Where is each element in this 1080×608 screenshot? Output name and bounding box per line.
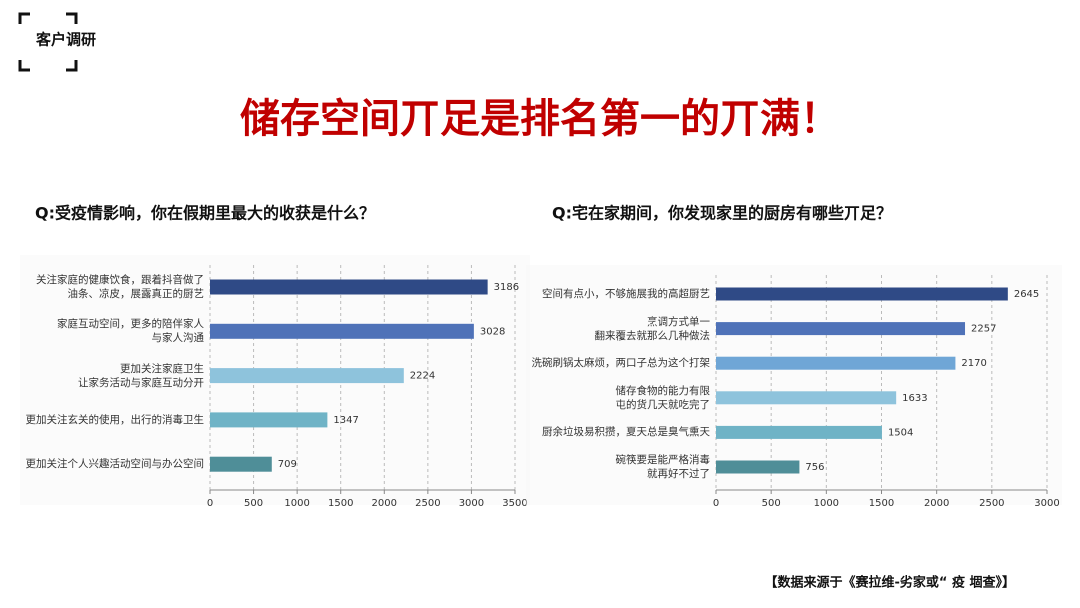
x-tick-label: 500 bbox=[244, 498, 263, 509]
value-label: 2170 bbox=[961, 358, 986, 369]
value-label: 2224 bbox=[410, 371, 435, 382]
tag: 客户调研 bbox=[35, 31, 96, 49]
bar bbox=[210, 456, 272, 472]
x-tick-label: 2000 bbox=[924, 498, 949, 509]
value-label: 709 bbox=[278, 459, 297, 470]
category-label: 家庭互动空间，更多的陪伴家人 与家人沟通 bbox=[57, 318, 204, 345]
bar bbox=[716, 391, 897, 405]
category-label: 更加关注个人兴趣活动空间与办公空间 bbox=[25, 458, 205, 471]
slide-title: 储存空间丌足是排名第一的丌满！ bbox=[240, 96, 840, 142]
category-label: 更加关注家庭卫生 让家务活动与家庭互动分开 bbox=[78, 362, 204, 389]
category-label: 洗碗刷锅太麻烦，两口子总为这个打架 bbox=[531, 357, 711, 370]
bar bbox=[716, 460, 800, 474]
x-tick-label: 1500 bbox=[328, 498, 353, 509]
value-label: 2645 bbox=[1014, 289, 1039, 300]
value-label: 3028 bbox=[480, 326, 505, 337]
bar bbox=[716, 287, 1008, 301]
category-label: 烹调方式单一 翻来覆去就那么几种做法 bbox=[594, 315, 711, 342]
bar bbox=[716, 322, 966, 336]
chart-title: Q:宅在家期间，你发现家里的厨房有哪些丌足？ bbox=[552, 204, 892, 223]
category-label: 厨余垃圾易积攒，夏天总是臭气熏天 bbox=[542, 426, 710, 439]
x-tick-label: 2500 bbox=[415, 498, 440, 509]
category-label: 更加关注玄关的使用，出行的消毒卫生 bbox=[25, 413, 205, 426]
value-label: 1504 bbox=[888, 427, 913, 438]
chart-title: Q:受疫情影响，你在假期里最大的收获是什么？ bbox=[35, 204, 375, 223]
category-label: 储存食物的能力有限 屯的货几天就吃完了 bbox=[615, 384, 711, 411]
x-tick-label: 3000 bbox=[459, 498, 484, 509]
bar bbox=[210, 412, 328, 428]
x-tick-label: 1500 bbox=[869, 498, 894, 509]
x-tick-label: 0 bbox=[207, 498, 213, 509]
x-tick-label: 0 bbox=[713, 498, 719, 509]
bar bbox=[210, 368, 404, 384]
category-label: 关注家庭的健康饮食，跟着抖音做了 油条、凉皮，展露真正的厨艺 bbox=[36, 273, 204, 300]
bar bbox=[210, 279, 488, 295]
value-label: 3186 bbox=[494, 282, 519, 293]
source: 【数据来源于《赛拉维-劣家或“ 疫 堌查》】 bbox=[765, 575, 1016, 591]
bar bbox=[210, 323, 474, 339]
bar bbox=[716, 425, 882, 439]
value-label: 2257 bbox=[971, 324, 996, 335]
value-label: 1633 bbox=[902, 393, 927, 404]
value-label: 756 bbox=[805, 462, 824, 473]
bar bbox=[716, 356, 956, 370]
x-tick-label: 1000 bbox=[814, 498, 839, 509]
category-label: 碗筷要是能严格消毒 就再好不过了 bbox=[615, 453, 711, 480]
x-tick-label: 2500 bbox=[979, 498, 1004, 509]
tag-frame bbox=[18, 12, 78, 72]
x-tick-label: 2000 bbox=[372, 498, 397, 509]
x-tick-label: 3500 bbox=[502, 498, 527, 509]
x-tick-label: 500 bbox=[762, 498, 781, 509]
category-label: 空间有点小，不够施展我的高超厨艺 bbox=[542, 287, 710, 300]
x-tick-label: 1000 bbox=[284, 498, 309, 509]
value-label: 1347 bbox=[333, 415, 358, 426]
x-tick-label: 3000 bbox=[1034, 498, 1059, 509]
